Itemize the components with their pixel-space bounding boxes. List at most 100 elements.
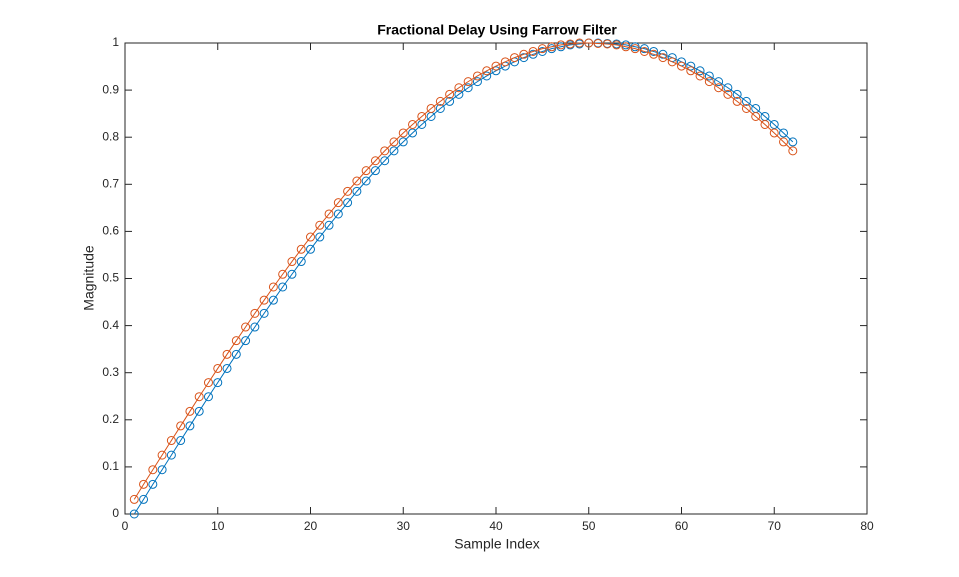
marker xyxy=(537,44,547,54)
y-tick-label: 0.4 xyxy=(102,318,119,332)
marker xyxy=(714,83,724,93)
y-tick-label: 0.9 xyxy=(102,82,119,96)
marker xyxy=(398,128,408,138)
marker xyxy=(704,71,714,81)
marker xyxy=(667,57,677,67)
marker xyxy=(463,83,473,93)
marker xyxy=(287,269,297,279)
marker xyxy=(166,450,176,460)
marker xyxy=(435,96,445,106)
x-axis-label: Sample Index xyxy=(454,536,540,552)
marker xyxy=(157,450,167,460)
marker xyxy=(658,53,668,63)
marker xyxy=(129,494,139,504)
marker xyxy=(287,257,297,267)
marker xyxy=(677,61,686,71)
marker xyxy=(370,156,380,166)
marker xyxy=(268,295,278,305)
y-tick-label: 0.1 xyxy=(102,459,119,473)
x-tick-label: 40 xyxy=(489,519,503,533)
marker xyxy=(389,146,399,156)
marker xyxy=(482,71,492,81)
marker xyxy=(213,378,223,388)
marker xyxy=(176,421,186,431)
y-axis-label: Magnitude xyxy=(81,245,97,311)
marker xyxy=(222,363,232,373)
marker xyxy=(760,119,770,129)
marker xyxy=(621,42,631,52)
marker xyxy=(370,166,380,176)
marker xyxy=(639,46,649,56)
y-tick-label: 0.3 xyxy=(102,365,119,379)
marker xyxy=(361,176,371,186)
marker xyxy=(166,436,176,446)
x-tick-label: 50 xyxy=(582,519,596,533)
marker xyxy=(472,77,482,87)
marker xyxy=(556,40,566,50)
marker xyxy=(788,146,798,156)
marker xyxy=(602,39,612,49)
marker xyxy=(491,66,501,76)
y-tick-label: 0.7 xyxy=(102,176,119,190)
x-tick-label: 70 xyxy=(768,519,782,533)
marker xyxy=(695,66,705,76)
marker xyxy=(445,96,455,106)
marker xyxy=(417,111,427,121)
marker xyxy=(231,336,241,346)
marker xyxy=(686,66,696,76)
marker xyxy=(222,349,232,359)
y-tick-label: 0.6 xyxy=(102,224,119,238)
marker xyxy=(148,465,158,475)
marker xyxy=(231,349,241,359)
marker xyxy=(129,509,139,519)
marker xyxy=(714,77,724,87)
marker xyxy=(686,61,696,71)
marker xyxy=(510,53,520,63)
marker xyxy=(157,465,167,475)
x-tick-label: 60 xyxy=(675,519,689,533)
y-tick-label: 0.2 xyxy=(102,412,119,426)
marker xyxy=(361,166,371,176)
marker xyxy=(241,322,251,332)
marker xyxy=(278,282,288,292)
marker xyxy=(788,137,798,147)
marker xyxy=(769,128,779,138)
marker xyxy=(213,363,223,373)
marker xyxy=(278,269,288,279)
marker xyxy=(343,186,353,196)
marker xyxy=(565,39,575,49)
marker xyxy=(445,89,455,99)
series-line xyxy=(133,42,794,500)
marker xyxy=(185,406,195,416)
marker xyxy=(732,96,742,106)
x-tick-label: 80 xyxy=(860,519,874,533)
marker xyxy=(528,46,538,56)
marker xyxy=(528,49,538,59)
marker xyxy=(315,232,325,242)
marker xyxy=(584,38,594,48)
marker xyxy=(324,209,334,219)
marker xyxy=(454,83,464,93)
marker xyxy=(250,322,260,332)
marker xyxy=(194,406,204,416)
marker xyxy=(649,46,659,56)
marker xyxy=(741,96,751,106)
x-tick-label: 0 xyxy=(122,519,129,533)
marker xyxy=(658,49,668,59)
marker xyxy=(779,137,789,147)
marker xyxy=(259,308,269,318)
marker xyxy=(139,494,149,504)
marker xyxy=(398,137,408,147)
marker xyxy=(426,103,436,113)
marker xyxy=(482,66,492,76)
marker xyxy=(695,71,705,81)
marker xyxy=(185,421,195,431)
marker xyxy=(491,61,501,71)
marker xyxy=(268,282,278,292)
marker xyxy=(343,198,353,208)
marker xyxy=(380,156,390,166)
marker xyxy=(380,146,390,156)
marker xyxy=(537,46,547,56)
marker xyxy=(352,176,362,186)
